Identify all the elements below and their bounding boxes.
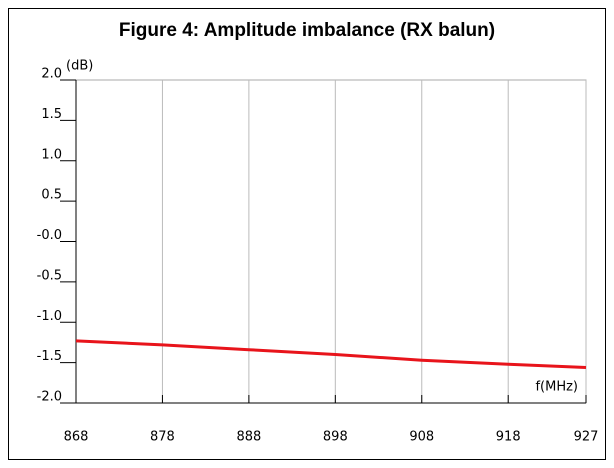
data-line [75,339,587,369]
y-tick-label: 1.0 [41,147,62,162]
y-tick-label: -2.0 [37,390,62,405]
frame [8,8,606,460]
y-axis-label: (dB) [66,59,93,74]
x-tick-label: 918 [496,430,521,445]
y-tick-label: 2.0 [41,67,62,82]
x-tick-label: 868 [64,430,89,445]
y-tick-label: 1.5 [41,107,62,122]
x-tick-label: 878 [150,430,175,445]
y-tick-label: -1.5 [37,349,62,364]
x-tick-label: 927 [574,430,599,445]
chart-title: Figure 4: Amplitude imbalance (RX balun) [119,20,495,41]
x-tick-label: 888 [236,430,261,445]
x-axis-label: f(MHz) [535,380,578,395]
x-tick-label: 898 [323,430,348,445]
y-tick-label: 0.5 [41,188,62,203]
y-tick-label: -1.0 [37,309,62,324]
y-tick-label: -0.0 [37,228,62,243]
x-tick-label: 908 [409,430,434,445]
y-tick-label: -0.5 [37,268,62,283]
